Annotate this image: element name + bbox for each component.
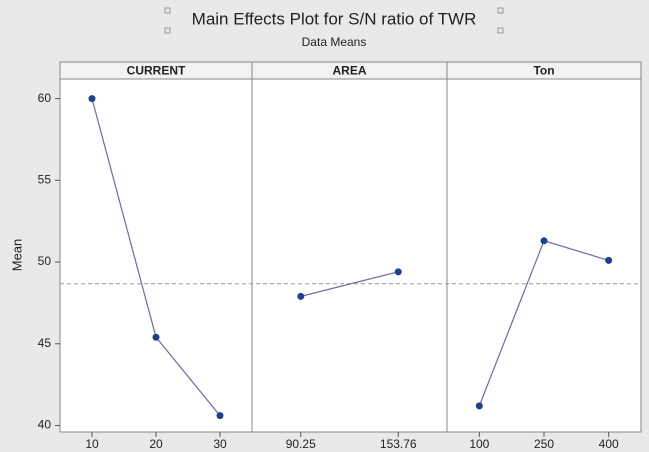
x-tick-label: 90.25 [286, 437, 316, 451]
handle [497, 27, 504, 34]
x-tick-label: 20 [149, 437, 163, 451]
y-tick-label: 45 [38, 336, 52, 350]
y-tick-label: 60 [38, 91, 52, 105]
point [88, 95, 96, 103]
y-tick-label: 50 [38, 254, 52, 268]
point [152, 333, 160, 341]
handle [497, 7, 504, 14]
point [297, 292, 305, 300]
x-tick-label: 30 [213, 437, 227, 451]
y-tick-label: 55 [38, 172, 52, 186]
effect-line [300, 271, 399, 297]
x-tick-label: 153.76 [380, 437, 417, 451]
point [394, 268, 402, 276]
x-tick-label: 400 [599, 437, 619, 451]
panel-title: AREA [332, 64, 366, 78]
x-tick-label: 100 [469, 437, 489, 451]
chart-subtitle: Data Means [302, 35, 367, 49]
handle [164, 7, 171, 14]
handle [164, 27, 171, 34]
panel-title: Ton [533, 64, 554, 78]
point [216, 412, 224, 420]
x-tick-label: 10 [85, 437, 99, 451]
point [540, 237, 548, 245]
panel-title: CURRENT [127, 64, 186, 78]
plot-area [59, 78, 642, 433]
point [475, 402, 483, 410]
chart-title: Main Effects Plot for S/N ratio of TWR [192, 9, 477, 28]
panel-strip [446, 61, 642, 80]
y-tick-label: 40 [38, 418, 52, 432]
point [605, 256, 613, 264]
y-axis-label: Mean [9, 239, 24, 272]
x-tick-label: 250 [534, 437, 554, 451]
